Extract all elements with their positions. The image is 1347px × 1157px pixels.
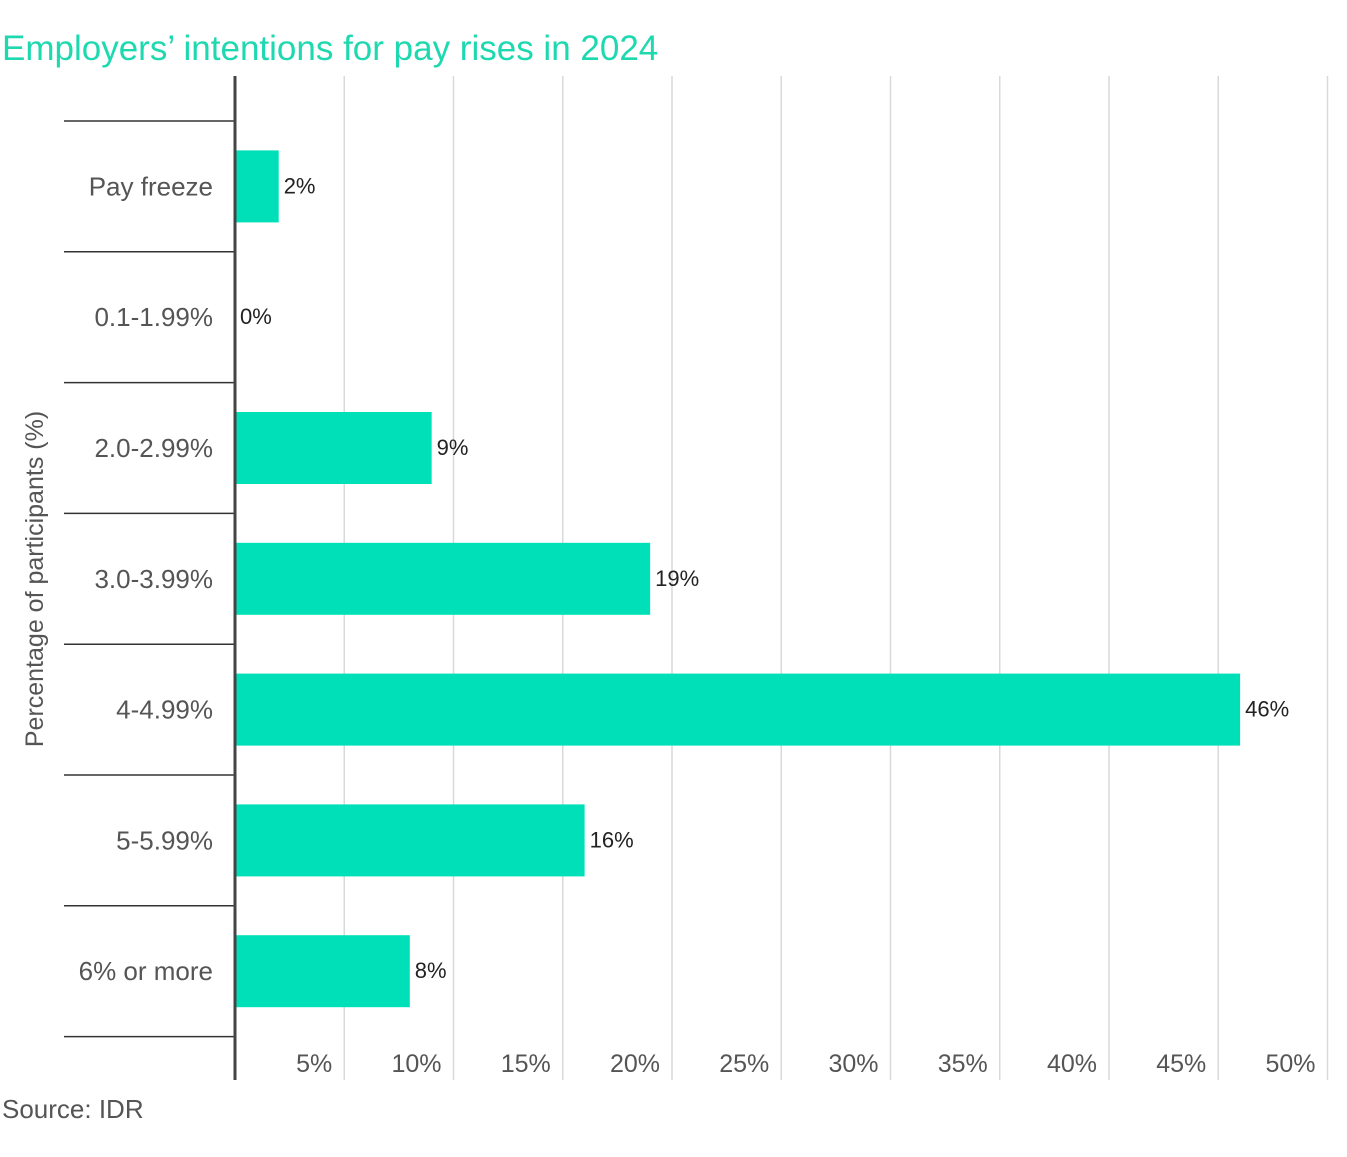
bar-value-label: 2%: [284, 173, 316, 198]
x-tick-label: 5%: [296, 1050, 332, 1078]
category-label: 5-5.99%: [116, 825, 213, 855]
x-tick-label: 30%: [828, 1050, 878, 1078]
x-tick-label: 35%: [938, 1050, 988, 1078]
x-tick-label: 50%: [1265, 1050, 1315, 1078]
category-label: 4-4.99%: [116, 695, 213, 725]
bar: [235, 412, 432, 484]
bar: [235, 150, 279, 223]
x-tick-label: 40%: [1047, 1050, 1097, 1078]
x-tick-label: 25%: [719, 1050, 769, 1078]
bar-value-label: 0%: [240, 304, 272, 329]
x-tick-label: 20%: [610, 1050, 660, 1078]
x-tick-labels: 5% 10% 15% 20% 25% 30% 35% 40% 45% 50%: [296, 1050, 1315, 1078]
bar: [235, 935, 410, 1008]
value-labels: 2% 0% 9% 19% 46% 16% 8%: [240, 173, 1289, 983]
bar-value-label: 8%: [415, 958, 447, 983]
bar: [235, 804, 585, 877]
category-label: 0.1-1.99%: [94, 302, 213, 332]
chart-title: Employers’ intentions for pay rises in 2…: [2, 29, 659, 68]
category-label: 2.0-2.99%: [94, 433, 213, 463]
category-labels: Pay freeze 0.1-1.99% 2.0-2.99% 3.0-3.99% 4-4…: [79, 171, 213, 986]
y-axis-title: Percentage of participants (%): [21, 411, 49, 747]
bar: [235, 673, 1241, 746]
x-tick-label: 45%: [1156, 1050, 1206, 1078]
source-note: Source: IDR: [2, 1094, 144, 1124]
bar-value-label: 19%: [655, 566, 699, 591]
bar: [235, 542, 651, 615]
category-separators: [64, 120, 235, 1038]
category-label: 3.0-3.99%: [94, 564, 213, 594]
x-tick-label: 10%: [391, 1050, 441, 1078]
x-tick-label: 15%: [501, 1050, 551, 1078]
category-label: Pay freeze: [89, 171, 213, 201]
bar-value-label: 16%: [590, 827, 634, 852]
bar-value-label: 46%: [1245, 697, 1289, 722]
category-label: 6% or more: [79, 956, 213, 986]
bar-value-label: 9%: [437, 435, 469, 460]
bars: [235, 150, 1241, 1008]
